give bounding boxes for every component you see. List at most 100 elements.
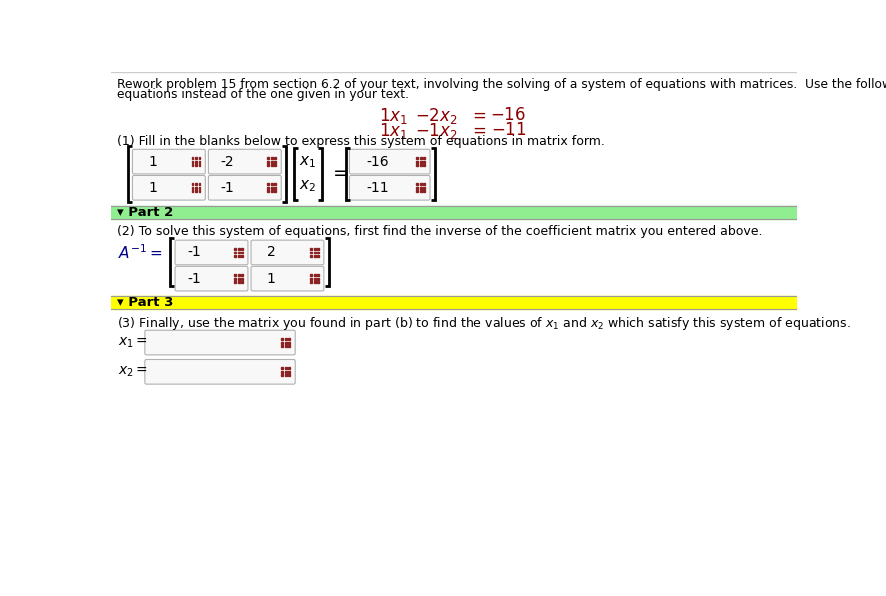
Bar xyxy=(285,371,287,372)
Bar xyxy=(275,187,276,189)
Bar xyxy=(198,184,200,185)
FancyBboxPatch shape xyxy=(251,266,324,291)
Text: 1: 1 xyxy=(267,272,276,285)
Bar xyxy=(271,161,273,163)
Bar xyxy=(282,345,284,347)
Bar xyxy=(310,248,312,250)
Text: $x_1 =$: $x_1 =$ xyxy=(118,336,148,350)
Bar xyxy=(420,161,422,163)
Bar xyxy=(420,190,422,193)
Bar xyxy=(191,164,193,166)
Bar xyxy=(310,274,312,276)
Bar xyxy=(195,190,197,193)
Text: (3) Finally, use the matrix you found in part (b) to find the values of $x_1$ an: (3) Finally, use the matrix you found in… xyxy=(117,315,851,332)
Text: ▾ Part 2: ▾ Part 2 xyxy=(117,206,173,219)
Bar xyxy=(416,164,418,166)
Text: (1) Fill in the blanks below to express this system of equations in matrix form.: (1) Fill in the blanks below to express … xyxy=(117,135,605,148)
Bar xyxy=(424,157,425,159)
Bar xyxy=(282,367,284,370)
Bar xyxy=(285,345,287,347)
Bar xyxy=(271,157,273,159)
Bar xyxy=(234,255,236,257)
FancyBboxPatch shape xyxy=(132,175,206,200)
Bar xyxy=(234,248,236,250)
Bar xyxy=(424,187,425,189)
Bar xyxy=(234,252,236,253)
Bar xyxy=(268,161,269,163)
Text: $1x_1$: $1x_1$ xyxy=(379,106,408,126)
Bar xyxy=(289,371,291,372)
Bar xyxy=(241,248,243,250)
Bar xyxy=(317,252,319,253)
Bar xyxy=(289,345,291,347)
FancyBboxPatch shape xyxy=(175,266,248,291)
Bar xyxy=(198,161,200,163)
Bar xyxy=(234,274,236,276)
Text: 1: 1 xyxy=(148,181,157,195)
Bar xyxy=(195,164,197,166)
Bar xyxy=(198,187,200,189)
Bar xyxy=(271,187,273,189)
Bar xyxy=(237,252,239,253)
Bar xyxy=(191,190,193,193)
FancyBboxPatch shape xyxy=(175,240,248,265)
Text: $-16$: $-16$ xyxy=(490,106,526,124)
Bar xyxy=(268,164,269,166)
Bar xyxy=(289,367,291,370)
Bar xyxy=(317,255,319,257)
Text: 2: 2 xyxy=(267,246,276,259)
Bar xyxy=(314,281,315,283)
Bar xyxy=(195,157,197,159)
Bar xyxy=(416,187,418,189)
Text: Rework problem 15 from section 6.2 of your text, involving the solving of a syst: Rework problem 15 from section 6.2 of yo… xyxy=(117,77,886,91)
Bar xyxy=(191,187,193,189)
Bar xyxy=(424,190,425,193)
Bar xyxy=(237,274,239,276)
Text: $=$: $=$ xyxy=(469,121,486,139)
Bar xyxy=(271,190,273,193)
Bar xyxy=(234,281,236,283)
Bar xyxy=(195,161,197,163)
Bar xyxy=(198,157,200,159)
Bar xyxy=(420,187,422,189)
Text: $1x_1$: $1x_1$ xyxy=(379,121,408,141)
Bar xyxy=(191,161,193,163)
Bar xyxy=(241,255,243,257)
Bar xyxy=(314,255,315,257)
Bar xyxy=(234,278,236,280)
Text: $-11$: $-11$ xyxy=(491,121,526,139)
Bar xyxy=(275,190,276,193)
Bar xyxy=(198,190,200,193)
Text: $-2x_2$: $-2x_2$ xyxy=(416,106,458,126)
Bar xyxy=(282,342,284,343)
Text: (2) To solve this system of equations, first find the inverse of the coefficient: (2) To solve this system of equations, f… xyxy=(117,225,763,238)
Bar xyxy=(275,164,276,166)
Bar xyxy=(289,342,291,343)
Bar xyxy=(317,278,319,280)
Bar xyxy=(310,278,312,280)
Bar xyxy=(271,164,273,166)
FancyBboxPatch shape xyxy=(251,240,324,265)
Text: $-1x_2$: $-1x_2$ xyxy=(416,121,458,141)
Bar xyxy=(111,296,797,309)
Bar xyxy=(268,157,269,159)
Bar xyxy=(310,252,312,253)
Bar xyxy=(195,184,197,185)
Bar xyxy=(268,187,269,189)
FancyBboxPatch shape xyxy=(132,149,206,174)
Bar xyxy=(111,206,797,219)
Bar xyxy=(241,278,243,280)
Bar xyxy=(420,157,422,159)
Bar xyxy=(237,281,239,283)
FancyBboxPatch shape xyxy=(208,149,281,174)
Bar xyxy=(317,248,319,250)
Bar xyxy=(282,371,284,372)
Bar xyxy=(191,184,193,185)
Text: $=$: $=$ xyxy=(469,106,486,124)
Bar xyxy=(275,184,276,185)
Text: $x_1$: $x_1$ xyxy=(299,154,316,170)
FancyBboxPatch shape xyxy=(208,175,281,200)
Bar xyxy=(314,274,315,276)
Bar xyxy=(271,184,273,185)
Bar xyxy=(285,342,287,343)
